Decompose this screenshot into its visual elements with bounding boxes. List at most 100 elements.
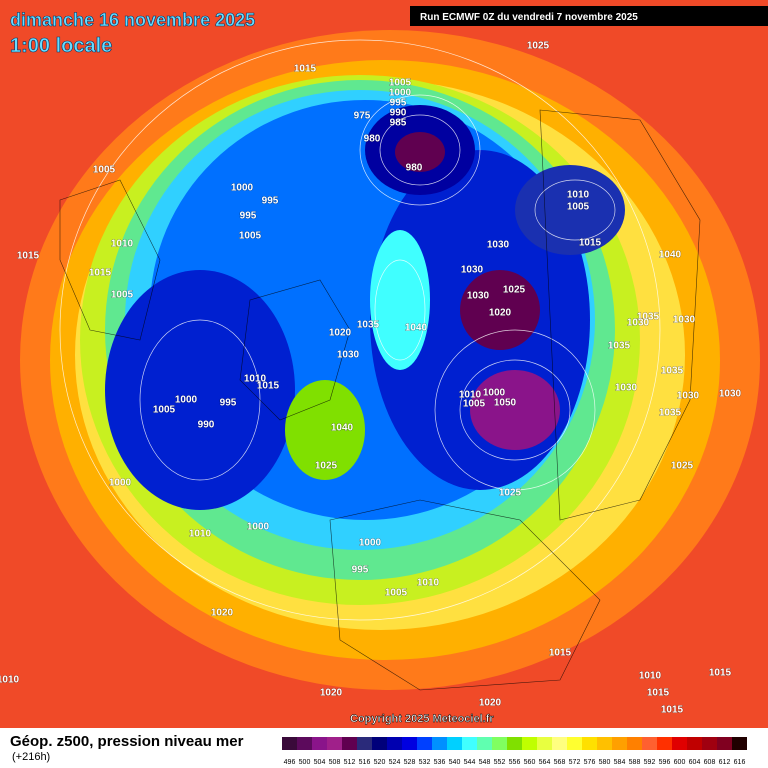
isobar-label: 1040 bbox=[405, 323, 428, 334]
isobar-label: 1030 bbox=[719, 389, 742, 400]
isobar-label: 1030 bbox=[615, 383, 638, 394]
isobar-label: 1000 bbox=[483, 388, 506, 399]
isobar-label: 1010 bbox=[189, 529, 212, 540]
colorbar-label: 524 bbox=[389, 759, 401, 766]
contour-fill bbox=[285, 380, 365, 480]
colorbar-label: 584 bbox=[614, 759, 626, 766]
colorbar-label: 496 bbox=[284, 759, 296, 766]
isobar-label: 1035 bbox=[659, 408, 682, 419]
isobar-label: 1005 bbox=[111, 290, 134, 301]
isobar-label: 1025 bbox=[315, 461, 338, 472]
colorbar-label: 600 bbox=[674, 759, 686, 766]
isobar-label: 1010 bbox=[567, 190, 590, 201]
isobar-label: 1015 bbox=[257, 381, 280, 392]
colorbar-label: 500 bbox=[299, 759, 311, 766]
colorbar-label: 564 bbox=[539, 759, 551, 766]
run-banner bbox=[410, 6, 768, 26]
colorbar-cell bbox=[387, 737, 402, 750]
isobar-label: 1025 bbox=[503, 285, 526, 296]
contour-fill bbox=[515, 165, 625, 255]
colorbar-cell bbox=[582, 737, 597, 750]
isobar-label: 1040 bbox=[659, 250, 682, 261]
colorbar-cell bbox=[297, 737, 312, 750]
colorbar-cell bbox=[687, 737, 702, 750]
colorbar-cell bbox=[642, 737, 657, 750]
isobar-label: 1030 bbox=[461, 265, 484, 276]
colorbar-label: 588 bbox=[629, 759, 641, 766]
colorbar-label: 552 bbox=[494, 759, 506, 766]
isobar-label: 1015 bbox=[17, 251, 40, 262]
isobar-label: 1005 bbox=[93, 165, 116, 176]
isobar-label: 1030 bbox=[467, 291, 490, 302]
colorbar-label: 520 bbox=[374, 759, 386, 766]
isobar-label: 1050 bbox=[494, 398, 517, 409]
local-time: 1:00 locale bbox=[10, 35, 112, 57]
colorbar-label: 604 bbox=[689, 759, 701, 766]
isobar-label: 1005 bbox=[239, 231, 262, 242]
colorbar-cell bbox=[342, 737, 357, 750]
isobar-label: 1010 bbox=[0, 675, 20, 686]
isobar-label: 980 bbox=[364, 134, 381, 145]
isobar-label: 995 bbox=[240, 211, 257, 222]
colorbar-cell bbox=[312, 737, 327, 750]
colorbar-cell bbox=[537, 737, 552, 750]
isobar-label: 1025 bbox=[671, 461, 694, 472]
contour-fill bbox=[370, 230, 430, 370]
isobar-label: 990 bbox=[198, 420, 215, 431]
isobar-label: 1005 bbox=[567, 202, 590, 213]
isobar-label: 985 bbox=[390, 118, 407, 129]
isobar-label: 1000 bbox=[359, 538, 382, 549]
isobar-label: 1005 bbox=[389, 78, 412, 89]
isobar-label: 1040 bbox=[331, 423, 354, 434]
colorbar-cell bbox=[462, 737, 477, 750]
isobar-label: 1030 bbox=[677, 391, 700, 402]
colorbar-label: 512 bbox=[344, 759, 356, 766]
isobar-label: 1035 bbox=[608, 341, 631, 352]
isobar-label: 1005 bbox=[463, 399, 486, 410]
colorbar-cell bbox=[327, 737, 342, 750]
colorbar-label: 576 bbox=[584, 759, 596, 766]
colorbar-cell bbox=[717, 737, 732, 750]
contour-fill bbox=[395, 132, 445, 172]
colorbar-label: 596 bbox=[659, 759, 671, 766]
product-title: Géop. z500, pression niveau mer bbox=[10, 733, 244, 750]
isobar-label: 1005 bbox=[385, 588, 408, 599]
colorbar-label: 580 bbox=[599, 759, 611, 766]
colorbar-label: 544 bbox=[464, 759, 476, 766]
colorbar-label: 572 bbox=[569, 759, 581, 766]
isobar-label: 1030 bbox=[337, 350, 360, 361]
colorbar-label: 508 bbox=[329, 759, 341, 766]
colorbar-cell bbox=[507, 737, 522, 750]
lead-time: (+216h) bbox=[12, 751, 50, 763]
isobar-label: 1030 bbox=[487, 240, 510, 251]
isobar-label: 975 bbox=[354, 111, 371, 122]
colorbar-cell bbox=[402, 737, 417, 750]
isobar-label: 1020 bbox=[329, 328, 352, 339]
isobar-label: 1000 bbox=[175, 395, 198, 406]
colorbar-cell bbox=[372, 737, 387, 750]
colorbar-cell bbox=[492, 737, 507, 750]
isobar-label: 995 bbox=[352, 565, 369, 576]
coastlines bbox=[59, 109, 701, 691]
isobars bbox=[59, 39, 661, 621]
colorbar-cell bbox=[732, 737, 747, 750]
date-title: dimanche 16 novembre 2025 bbox=[10, 10, 255, 30]
colorbar-cell bbox=[672, 737, 687, 750]
colorbar-label: 528 bbox=[404, 759, 416, 766]
colorbar-cell bbox=[597, 737, 612, 750]
colorbar-cell bbox=[702, 737, 717, 750]
colorbar-label: 612 bbox=[719, 759, 731, 766]
isobar-label: 995 bbox=[220, 398, 237, 409]
isobar-label: 1000 bbox=[109, 478, 132, 489]
colorbar-cell bbox=[447, 737, 462, 750]
colorbar-cell bbox=[627, 737, 642, 750]
contour-fill bbox=[105, 270, 295, 510]
isobar-label: 995 bbox=[262, 196, 279, 207]
colorbar-cell bbox=[567, 737, 582, 750]
isobar-label: 1025 bbox=[499, 488, 522, 499]
run-info: Run ECMWF 0Z du vendredi 7 novembre 2025 bbox=[420, 12, 638, 23]
colorbar-cell bbox=[357, 737, 372, 750]
isobar-label: 1020 bbox=[489, 308, 512, 319]
isobar-label: 1015 bbox=[89, 268, 112, 279]
